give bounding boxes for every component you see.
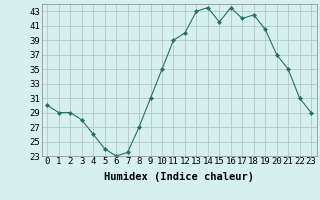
X-axis label: Humidex (Indice chaleur): Humidex (Indice chaleur): [104, 172, 254, 182]
